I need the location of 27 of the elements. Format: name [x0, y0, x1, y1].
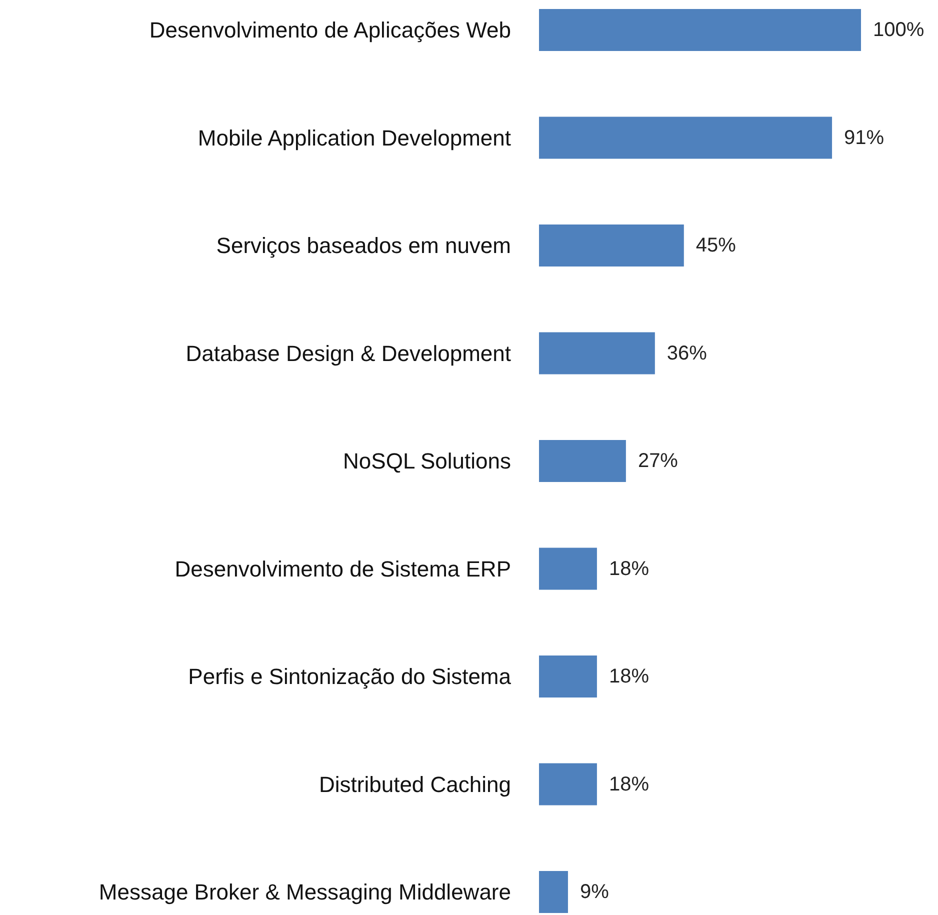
- bar: [539, 656, 597, 698]
- y-tick-label: Distributed Caching: [319, 772, 511, 797]
- y-tick-label: Perfis e Sintonização do Sistema: [188, 664, 512, 689]
- y-tick-label: Database Design & Development: [186, 340, 511, 366]
- y-tick-label: NoSQL Solutions: [343, 448, 511, 474]
- y-tick-label: Serviços baseados em nuvem: [216, 233, 511, 258]
- bar: [539, 548, 597, 590]
- bar: [539, 440, 626, 482]
- bar: [539, 332, 655, 374]
- data-label: 27%: [638, 450, 678, 472]
- y-tick-label: Desenvolvimento de Sistema ERP: [174, 556, 511, 582]
- y-tick-label: Desenvolvimento de Aplicações Web: [149, 18, 511, 42]
- y-tick-label: Mobile Application Development: [198, 125, 511, 150]
- data-label: 45%: [696, 234, 736, 256]
- data-label: 18%: [608, 558, 650, 580]
- bar: [539, 9, 861, 51]
- y-tick-label: Message Broker & Messaging Middleware: [98, 880, 511, 904]
- data-label: 91%: [844, 126, 884, 149]
- data-label: 9%: [580, 881, 610, 903]
- bar: [539, 871, 568, 913]
- bar: [539, 224, 684, 266]
- data-label: 18%: [608, 773, 650, 796]
- data-label: 36%: [666, 342, 708, 364]
- data-label: 100%: [873, 19, 924, 41]
- bar: [539, 116, 832, 159]
- bar: [539, 763, 597, 806]
- data-label: 18%: [608, 666, 650, 688]
